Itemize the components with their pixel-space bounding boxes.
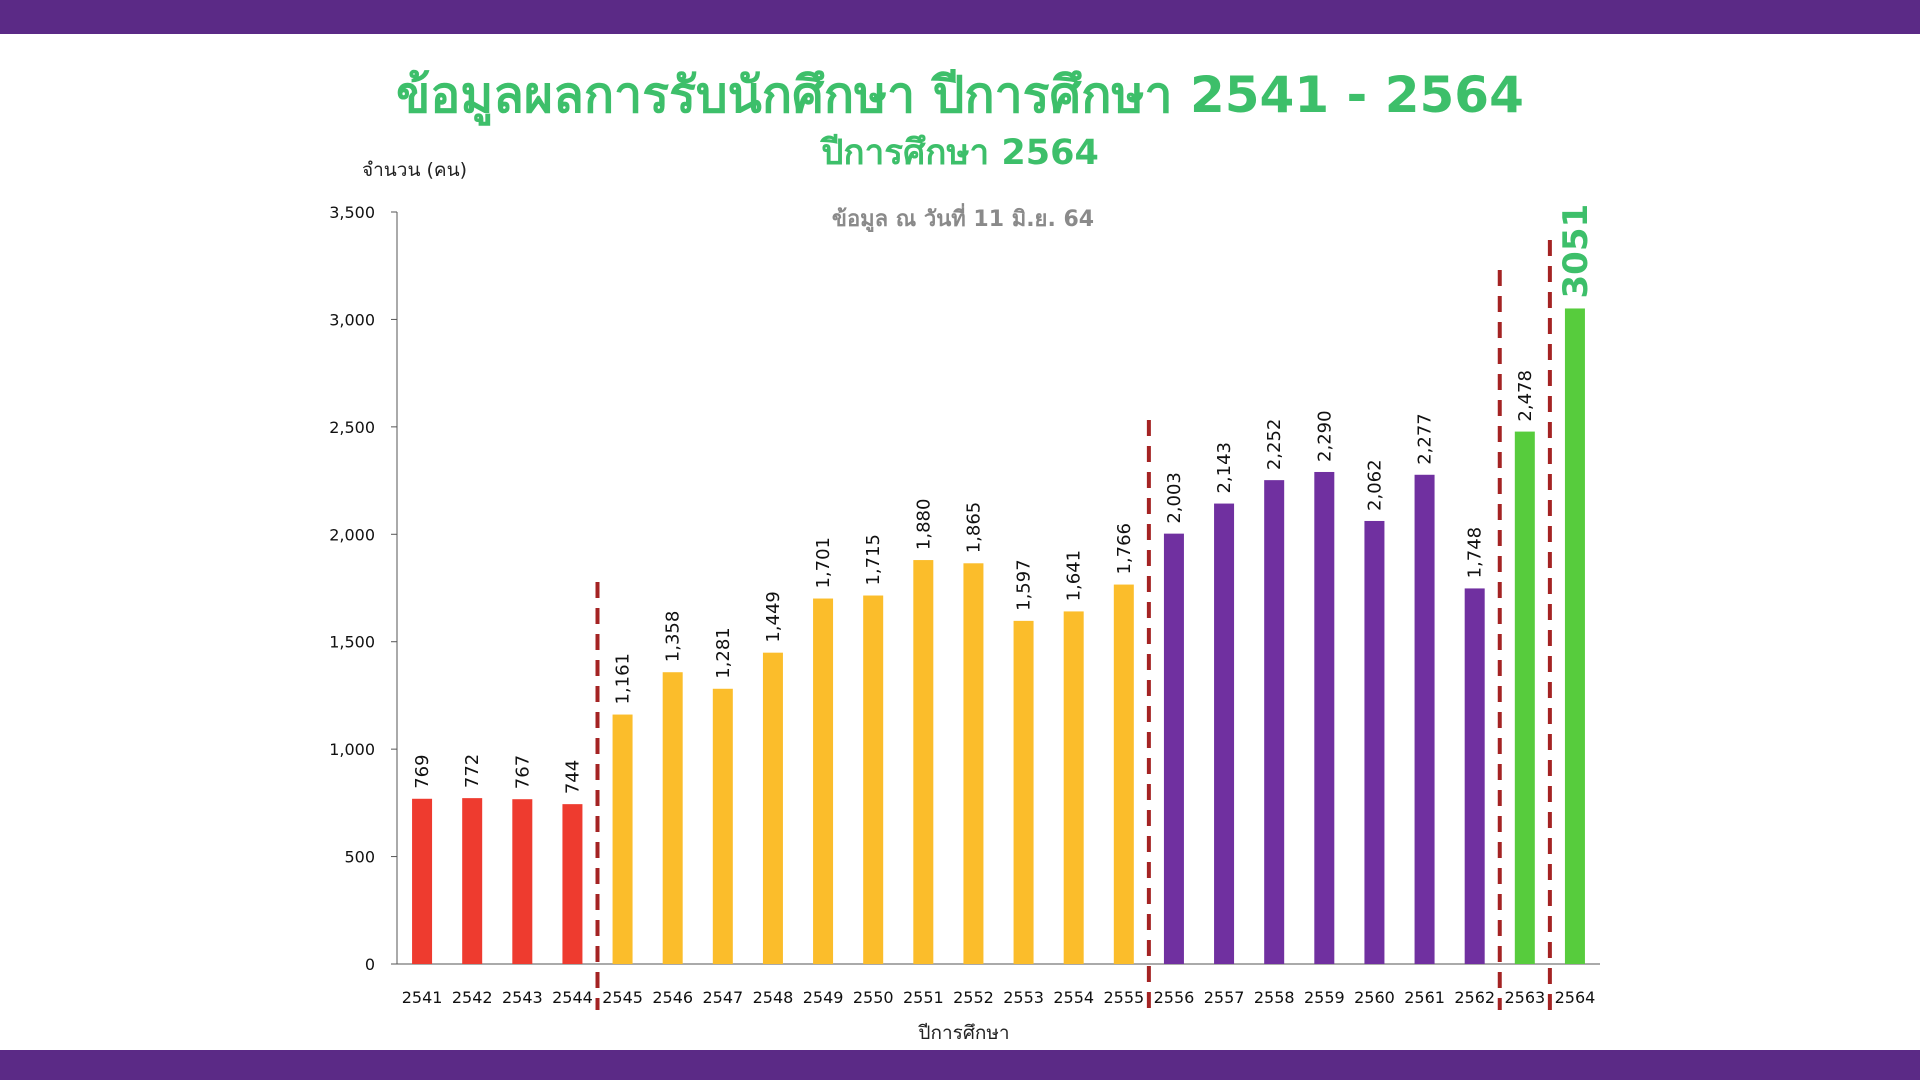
bottom-band <box>0 1050 1920 1080</box>
x-tick-label: 2547 <box>702 988 743 1007</box>
x-tick-label: 2556 <box>1154 988 1195 1007</box>
value-label-2558: 2,252 <box>1264 419 1285 471</box>
x-tick-label: 2550 <box>853 988 894 1007</box>
value-label-2546: 1,358 <box>663 611 684 663</box>
x-tick-label: 2561 <box>1404 988 1445 1007</box>
top-band <box>0 0 1920 34</box>
y-axis-title: จำนวน (คน) <box>362 159 467 181</box>
x-axis-title: ปีการศึกษา <box>918 1022 1010 1044</box>
x-tick-label: 2542 <box>452 988 493 1007</box>
bar-2545 <box>612 714 633 964</box>
y-tick-label: 2,000 <box>329 525 375 544</box>
x-tick-label: 2545 <box>602 988 643 1007</box>
x-tick-label: 2562 <box>1454 988 1495 1007</box>
x-tick-label: 2554 <box>1053 988 1094 1007</box>
bar-2559 <box>1314 471 1335 964</box>
bar-2544 <box>562 804 583 964</box>
x-tick-label: 2563 <box>1504 988 1545 1007</box>
value-label-2547: 1,281 <box>713 627 734 679</box>
bar-2562 <box>1464 588 1485 964</box>
x-tick-label: 2552 <box>953 988 994 1007</box>
page-subtitle: ปีการศึกษา 2564 <box>821 133 1099 173</box>
x-tick-label: 2559 <box>1304 988 1345 1007</box>
bar-2556 <box>1163 533 1184 964</box>
x-tick-label: 2548 <box>753 988 794 1007</box>
y-tick-label: 3,000 <box>329 310 375 329</box>
value-label-2562: 1,748 <box>1465 527 1486 579</box>
value-label-2563: 2,478 <box>1515 370 1536 422</box>
value-label-2550: 1,715 <box>863 534 884 586</box>
bar-2548 <box>762 652 783 964</box>
bar-2554 <box>1063 611 1084 964</box>
x-tick-label: 2558 <box>1254 988 1295 1007</box>
x-tick-label: 2555 <box>1103 988 1144 1007</box>
bar-2552 <box>963 563 984 964</box>
x-tick-label: 2543 <box>502 988 543 1007</box>
bar-2546 <box>662 672 683 964</box>
value-label-2541: 769 <box>412 754 433 788</box>
bar-2547 <box>712 688 733 964</box>
value-label-2543: 767 <box>512 755 533 789</box>
value-label-2552: 1,865 <box>963 502 984 554</box>
page-title: ข้อมูลผลการรับนักศึกษา ปีการศึกษา 2541 -… <box>396 66 1524 124</box>
value-label-2559: 2,290 <box>1314 410 1335 462</box>
y-tick-label: 0 <box>365 955 375 974</box>
value-label-2544: 744 <box>562 760 583 794</box>
value-label-2542: 772 <box>462 754 483 788</box>
value-label-2554: 1,641 <box>1064 550 1085 602</box>
value-label-2557: 2,143 <box>1214 442 1235 494</box>
bar-2541 <box>412 798 433 964</box>
y-tick-label: 500 <box>344 848 375 867</box>
bar-2553 <box>1013 620 1034 964</box>
x-tick-label: 2560 <box>1354 988 1395 1007</box>
bar-2543 <box>512 799 533 964</box>
bar-2555 <box>1113 584 1134 964</box>
x-tick-label: 2551 <box>903 988 944 1007</box>
y-tick-label: 2,500 <box>329 418 375 437</box>
value-label-2555: 1,766 <box>1114 523 1135 575</box>
x-tick-label: 2564 <box>1555 988 1596 1007</box>
bar-2561 <box>1414 474 1435 964</box>
value-label-2564: 3051 <box>1556 204 1596 299</box>
value-label-2553: 1,597 <box>1014 559 1035 611</box>
bar-2557 <box>1214 503 1235 964</box>
bar-2560 <box>1364 520 1385 964</box>
value-label-2560: 2,062 <box>1364 459 1385 511</box>
bar-2558 <box>1264 480 1285 964</box>
value-label-2545: 1,161 <box>613 653 634 705</box>
y-tick-label: 1,000 <box>329 740 375 759</box>
bar-2550 <box>863 595 884 964</box>
x-tick-label: 2544 <box>552 988 593 1007</box>
x-tick-label: 2546 <box>652 988 693 1007</box>
value-label-2549: 1,701 <box>813 537 834 589</box>
y-tick-label: 1,500 <box>329 633 375 652</box>
y-tick-label: 3,500 <box>329 203 375 222</box>
x-tick-label: 2557 <box>1204 988 1245 1007</box>
bar-2549 <box>813 598 834 964</box>
value-label-2548: 1,449 <box>763 591 784 643</box>
value-label-2561: 2,277 <box>1415 413 1436 465</box>
bar-2551 <box>913 560 934 964</box>
x-tick-label: 2541 <box>402 988 443 1007</box>
value-label-2551: 1,880 <box>913 499 934 551</box>
bar-2563 <box>1514 431 1535 965</box>
value-label-2556: 2,003 <box>1164 472 1185 524</box>
bar-2542 <box>462 798 483 964</box>
bar-2564 <box>1564 308 1585 965</box>
x-tick-label: 2549 <box>803 988 844 1007</box>
x-tick-label: 2553 <box>1003 988 1044 1007</box>
chart-note: ข้อมูล ณ วันที่ 11 มิ.ย. 64 <box>832 202 1094 233</box>
